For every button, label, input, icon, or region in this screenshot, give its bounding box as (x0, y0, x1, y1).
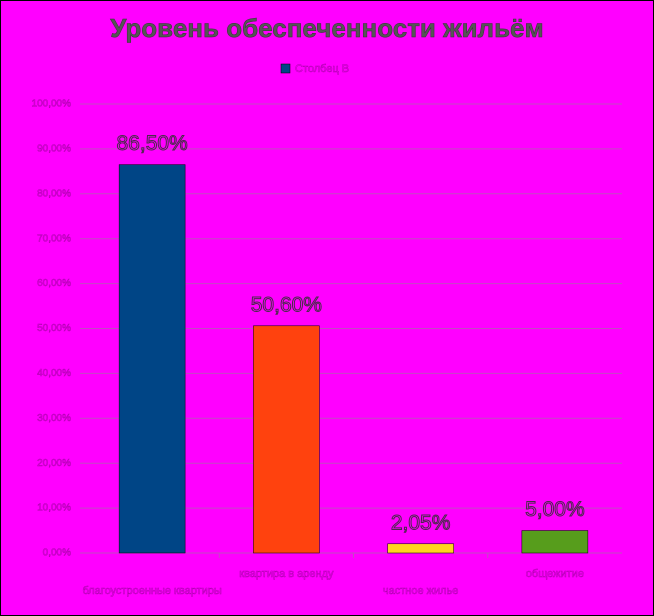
x-tick-label: квартира в аренду (239, 568, 334, 580)
y-tick-label: 40,00% (37, 368, 71, 379)
bar (521, 530, 589, 554)
x-tick-label: общежитие (526, 568, 584, 580)
y-tick-label: 10,00% (37, 503, 71, 514)
y-tick-label: 50,00% (37, 323, 71, 334)
y-tick-label: 90,00% (37, 144, 71, 155)
y-tick-label: 100,00% (32, 99, 72, 110)
legend-swatch (280, 63, 291, 74)
data-label: 86,50% (117, 132, 188, 155)
bar (253, 325, 320, 554)
y-tick-label: 0,00% (43, 548, 71, 559)
y-tick-label: 60,00% (37, 278, 71, 289)
data-label: 50,60% (251, 293, 322, 316)
data-label: 5,00% (525, 498, 585, 521)
x-tick-label: благоустроенные квартиры (82, 585, 221, 597)
bar (118, 164, 186, 554)
y-tick-label: 70,00% (37, 233, 71, 244)
y-tick-label: 20,00% (37, 458, 71, 469)
y-tick-label: 30,00% (37, 413, 71, 424)
data-label: 2,05% (391, 511, 451, 534)
y-tick-label: 80,00% (37, 188, 71, 199)
bar (387, 543, 454, 554)
chart-title: Уровень обеспеченности жильём (110, 13, 544, 43)
x-tick-label: частное жилье (383, 585, 459, 597)
legend-label: Столбец B (295, 63, 349, 75)
